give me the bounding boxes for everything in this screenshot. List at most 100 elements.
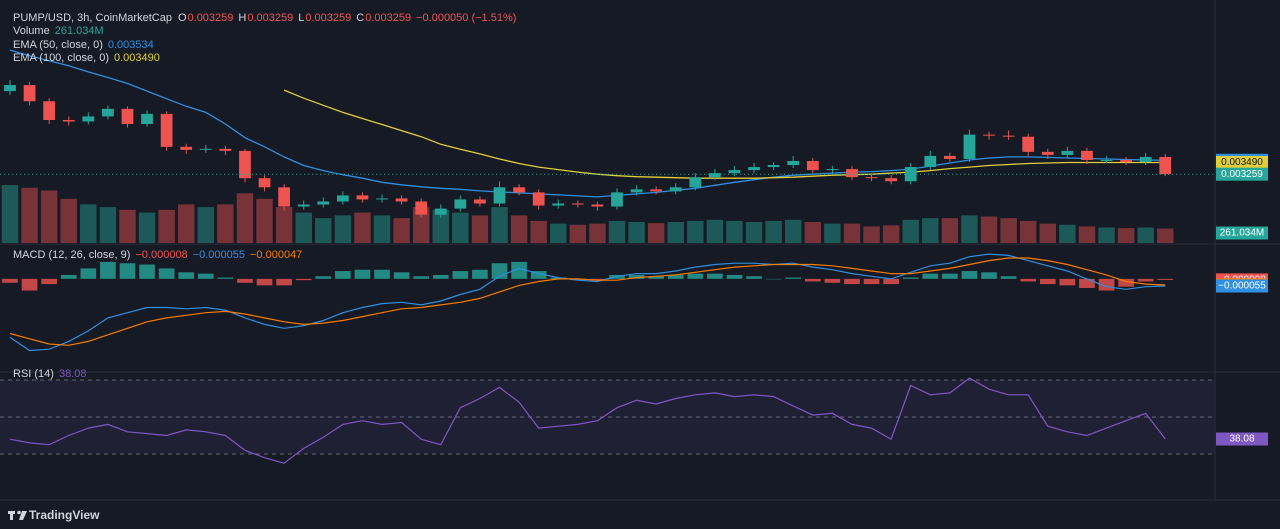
legend-text: C [356,12,364,24]
volume-bar [315,218,332,243]
candle-body [532,192,545,206]
candle-body [983,134,995,136]
volume-bar [1,185,19,243]
candle-body [591,204,604,207]
legend-text: −0.000008 [135,249,187,261]
volume-bar [80,204,97,243]
histogram-bar [550,277,567,279]
histogram-bar [472,269,488,279]
legend-text: EMA (50, close, 0) [13,39,103,51]
candle-body [23,85,36,102]
volume-bar [432,209,449,243]
candle-body [689,177,702,188]
volume-bar [745,222,763,243]
candle-body [924,155,937,168]
volume-bar [99,207,117,243]
candle-body [82,116,95,122]
candle-body [1061,150,1074,155]
candle-body [1139,156,1152,162]
candle-body [630,189,643,193]
indicator-line [283,89,1166,179]
histogram-bar [119,263,136,279]
candle-body [141,113,153,125]
volume-bar [60,198,77,243]
histogram-bar [824,278,841,283]
candle-body [1041,151,1054,155]
volume-bar [119,209,136,243]
histogram-bar [41,278,57,285]
candle-body [415,201,428,215]
candle-body [650,189,663,192]
volume-bar [1098,227,1115,243]
candle-body [1120,159,1132,162]
histogram-bar [726,274,743,279]
candle-body [552,203,565,206]
volume-bar [217,204,234,243]
histogram-bar [1020,278,1037,282]
rsi-tag-box [1216,432,1268,446]
volume-tag-box [1216,226,1268,240]
histogram-bar [60,274,77,279]
histogram-bar [883,278,899,285]
volume-bar [785,219,802,243]
macd-tag: −0.000055 [1218,281,1266,292]
volume-bar [1117,228,1135,243]
volume-bar [138,212,156,243]
indicator-line [9,257,1166,346]
candle-body [709,173,721,178]
candle-body [513,187,525,193]
histogram-bar [1098,278,1115,291]
legend-text: 0.003534 [108,39,154,51]
indicator-line [9,377,1166,464]
price-tag-box [1216,156,1268,170]
volume-bar [197,207,215,243]
candle-body [258,178,271,188]
candle-body [846,169,858,178]
histogram-bar [902,277,919,279]
legend-text: −0.000047 [250,249,302,261]
histogram-bar [237,278,253,283]
histogram-bar [80,268,97,279]
volume-tag: 261.034M [1220,228,1264,239]
volume-bar [40,190,58,243]
volume-bar [158,209,175,243]
volume-bar [922,218,939,243]
indicator-line [9,253,1166,352]
histogram-bar [295,278,312,281]
candle-body [102,108,114,117]
histogram-bar [100,261,116,279]
volume-bar [236,193,254,243]
histogram-bar [197,273,214,279]
candle-body [943,155,956,159]
volume-bar [491,207,508,243]
price-tag: 0.003259 [1221,169,1263,180]
histogram-bar [863,278,880,285]
volume-bar [295,212,312,243]
histogram-bar [765,278,782,280]
volume-bar [412,207,430,243]
histogram-bar [1000,276,1017,279]
histogram-bar [1079,278,1095,288]
volume-bar [354,212,371,243]
candle-body [1022,136,1035,152]
volume-bar [863,226,880,243]
histogram-bar [374,269,390,279]
candle-body [826,169,839,171]
volume-bar [608,220,626,243]
histogram-bar [628,274,645,279]
histogram-bar [981,272,997,279]
histogram-bar [844,278,860,285]
volume-bar [334,215,352,243]
candle-body [1159,156,1172,175]
histogram-bar [335,271,351,279]
volume-bar [510,215,528,243]
legend-text: 0.003259 [188,12,234,24]
candle-body [1081,150,1093,160]
candle-body [767,165,780,168]
volume-bar [275,207,293,243]
candle-body [904,167,917,182]
legend-text: PUMP/USD, 3h, CoinMarketCap [13,12,172,24]
histogram-bar [413,276,430,279]
axis: 0.0035340.0034900.003259261.034M−0.00000… [1216,153,1268,446]
histogram-bar [961,271,978,279]
